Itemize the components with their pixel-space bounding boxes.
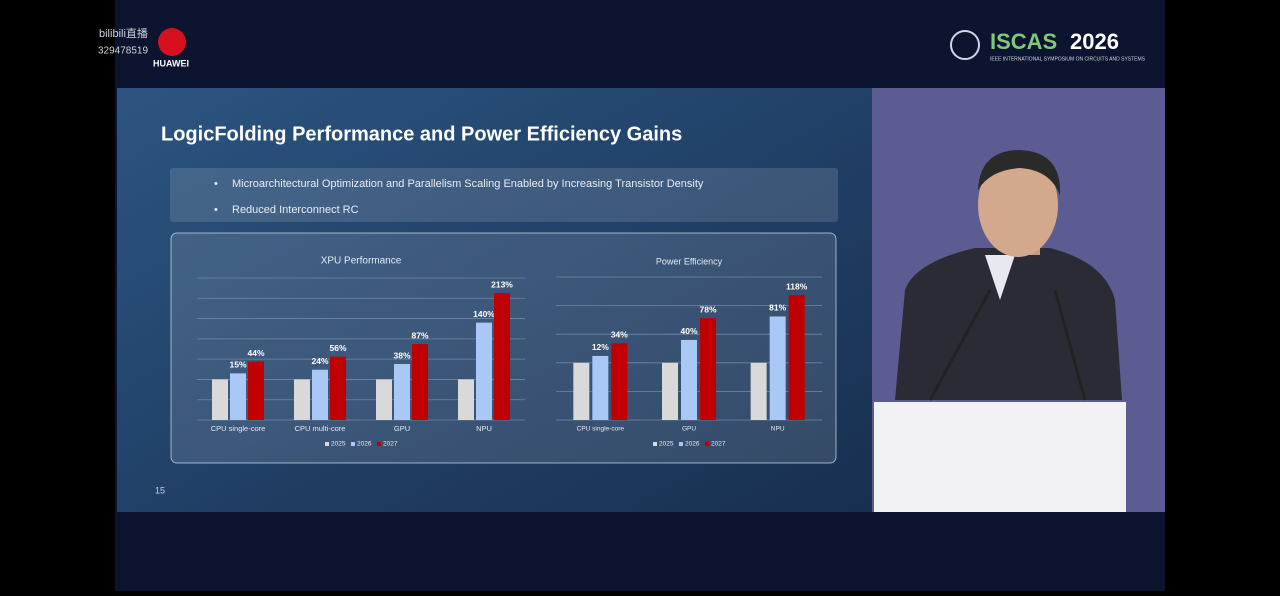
bar <box>769 316 786 420</box>
conference-year: 2026 <box>1070 29 1119 54</box>
legend-label: 2026 <box>685 441 700 448</box>
legend-swatch <box>351 442 355 446</box>
bar <box>330 356 346 420</box>
data-label: 24% <box>311 356 328 366</box>
page-number: 15 <box>155 485 165 495</box>
conference-name: ISCAS <box>990 29 1057 54</box>
watermark-brand: bilibili直播 <box>99 26 148 40</box>
iscas-emblem <box>950 30 980 60</box>
x-tick-label: CPU multi-core <box>295 424 346 433</box>
bar <box>212 379 228 420</box>
podium <box>874 402 1126 512</box>
x-tick-label: GPU <box>682 426 696 433</box>
microphone <box>928 289 992 401</box>
legend-swatch <box>653 442 657 446</box>
data-label: 56% <box>329 343 346 353</box>
chart-title: Power Efficiency <box>656 256 723 266</box>
bar <box>662 362 678 420</box>
bar <box>376 379 392 420</box>
legend-label: 2027 <box>711 441 726 448</box>
data-label: 40% <box>680 326 697 336</box>
chart-title: XPU Performance <box>321 256 402 267</box>
bar <box>458 379 474 420</box>
legend-label: 2025 <box>659 441 674 448</box>
legend-label: 2026 <box>357 441 372 448</box>
slide-title: LogicFolding Performance and Power Effic… <box>161 123 682 145</box>
company-name: HUAWEI <box>153 58 189 68</box>
huawei-logo <box>158 28 186 56</box>
data-label: 118% <box>786 282 808 292</box>
data-label: 78% <box>699 304 716 314</box>
x-tick-label: CPU single-core <box>211 424 266 433</box>
legend-swatch <box>679 442 683 446</box>
watermark-id: 329478519 <box>98 46 148 57</box>
bar <box>750 362 767 420</box>
x-tick-label: NPU <box>771 426 785 433</box>
bar <box>573 362 590 420</box>
bullet-dot: • <box>214 204 218 216</box>
bullet: Reduced Interconnect RC <box>232 204 359 216</box>
data-label: 213% <box>491 279 513 289</box>
hair <box>978 150 1061 195</box>
legend-swatch <box>325 442 329 446</box>
data-label: 87% <box>411 330 428 340</box>
bar <box>611 343 628 420</box>
bar <box>248 361 264 420</box>
data-label: 38% <box>393 350 410 360</box>
data-label: 44% <box>247 348 264 358</box>
bullet-box <box>170 168 838 222</box>
data-label: 12% <box>592 342 609 352</box>
head <box>978 153 1058 257</box>
legend-swatch <box>377 442 381 446</box>
data-label: 81% <box>769 303 786 313</box>
bar <box>312 369 328 420</box>
bar <box>592 355 609 420</box>
shirt <box>985 255 1015 300</box>
x-tick-label: GPU <box>394 424 410 433</box>
bar <box>476 322 492 420</box>
bar <box>681 339 697 420</box>
bar <box>230 373 246 420</box>
legend-label: 2027 <box>383 441 398 448</box>
speaker-photo <box>872 88 1165 512</box>
data-label: 15% <box>229 360 246 370</box>
bar <box>394 364 410 420</box>
microphone <box>1053 289 1087 401</box>
legend-label: 2025 <box>331 441 346 448</box>
conference-subtitle: IEEE INTERNATIONAL SYMPOSIUM ON CIRCUITS… <box>990 56 1146 62</box>
overlay: bilibili直播 329478519 HUAWEI ISCAS 2026 I… <box>98 26 1146 68</box>
bar <box>294 379 310 420</box>
data-label: 34% <box>611 330 628 340</box>
data-label: 140% <box>473 309 495 319</box>
x-tick-label: CPU single-core <box>577 426 625 433</box>
x-tick-label: NPU <box>476 424 492 433</box>
bullet: Microarchitectural Optimization and Para… <box>232 178 704 190</box>
bar <box>494 293 510 420</box>
bullet-dot: • <box>214 178 218 190</box>
legend-swatch <box>705 442 709 446</box>
bar <box>700 318 716 420</box>
bar <box>412 344 428 420</box>
bar <box>788 295 805 420</box>
